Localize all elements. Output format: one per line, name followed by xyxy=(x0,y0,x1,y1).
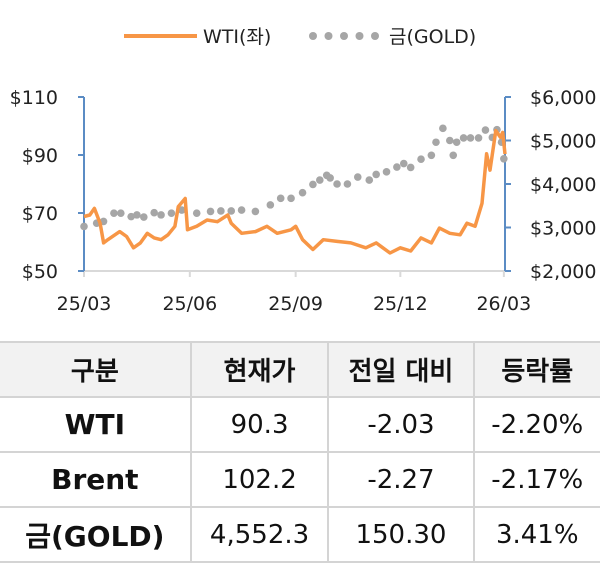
gold-point xyxy=(452,138,461,147)
gold-point xyxy=(353,173,362,181)
price-table: 구분 현재가 전일 대비 등락률 WTI 90.3 -2.03 -2.20% B… xyxy=(0,341,600,563)
gold-point xyxy=(382,168,391,176)
x-tick-label: 25/03 xyxy=(57,293,112,315)
gold-point xyxy=(150,208,158,217)
left-tick-label: $110 xyxy=(10,87,58,109)
change: -2.27 xyxy=(327,451,475,508)
table-row: WTI 90.3 -2.03 -2.20% xyxy=(0,396,600,453)
gold-point xyxy=(393,163,401,171)
header-change: 전일 대비 xyxy=(327,341,475,398)
left-tick-label: $90 xyxy=(22,145,58,167)
gold-point xyxy=(287,194,295,203)
wti-series xyxy=(83,128,507,255)
gold-point xyxy=(406,163,415,172)
legend-gold-swatch xyxy=(309,32,379,40)
gold-point xyxy=(80,222,88,231)
right-tick-label: $5,000 xyxy=(530,131,596,153)
current-price: 102.2 xyxy=(189,451,330,508)
legend-wti-label: WTI(좌) xyxy=(203,26,271,48)
gold-point xyxy=(459,134,468,142)
legend-gold-label: 금(GOLD) xyxy=(389,26,476,48)
gold-point xyxy=(333,180,341,188)
right-tick-label: $6,000 xyxy=(530,87,596,109)
legend: WTI(좌) 금(GOLD) xyxy=(124,26,476,48)
current-price: 90.3 xyxy=(189,396,330,453)
x-tick-label: 25/06 xyxy=(162,293,217,315)
gold-series xyxy=(80,124,508,231)
gold-point xyxy=(117,209,125,217)
header-change-rate: 등락률 xyxy=(472,341,600,398)
row-label: 금(GOLD) xyxy=(0,506,192,563)
gold-point xyxy=(427,151,436,160)
table-row: 금(GOLD) 4,552.3 150.30 3.41% xyxy=(0,506,600,563)
gold-point xyxy=(227,207,236,215)
table-row: Brent 102.2 -2.27 -2.17% xyxy=(0,451,600,508)
left-tick-label: $70 xyxy=(22,203,58,225)
change-rate: -2.20% xyxy=(472,396,600,453)
gold-point xyxy=(343,180,352,188)
gold-point xyxy=(276,194,285,203)
gold-point xyxy=(481,126,490,134)
left-tick-label: $50 xyxy=(22,261,58,283)
change: 150.30 xyxy=(327,506,475,563)
gold-point xyxy=(298,188,307,197)
gold-point xyxy=(192,209,201,217)
gold-point xyxy=(474,134,483,142)
gold-point xyxy=(133,211,141,219)
gold-point xyxy=(500,154,508,163)
gold-point xyxy=(167,209,176,217)
legend-gold-dot xyxy=(340,32,348,40)
row-label: Brent xyxy=(0,451,192,508)
current-price: 4,552.3 xyxy=(189,506,330,563)
legend-gold-dot xyxy=(309,32,317,40)
price-chart: WTI(좌) 금(GOLD) 25/03 25/06 25/09 25/12 26/03… xyxy=(10,26,597,315)
gold-point xyxy=(177,206,186,214)
header-current-price: 현재가 xyxy=(189,341,330,398)
x-tick-label: 25/09 xyxy=(268,293,323,315)
gold-point xyxy=(316,176,324,184)
gold-point xyxy=(140,213,148,221)
gold-point xyxy=(157,211,165,219)
right-tick-label: $2,000 xyxy=(530,261,596,283)
table-header-row: 구분 현재가 전일 대비 등락률 xyxy=(0,341,600,398)
gold-point xyxy=(417,155,425,164)
gold-point xyxy=(266,201,275,209)
right-tick-label: $3,000 xyxy=(530,218,596,240)
gold-point xyxy=(466,134,475,142)
change-rate: -2.17% xyxy=(472,451,600,508)
gold-point xyxy=(206,207,215,216)
change: -2.03 xyxy=(327,396,475,453)
x-tick-label: 26/03 xyxy=(476,293,531,315)
legend-gold-dot xyxy=(371,32,379,40)
gold-point xyxy=(399,159,408,168)
wti-line xyxy=(83,128,507,255)
gold-point xyxy=(326,174,334,182)
gold-point xyxy=(365,176,374,184)
legend-gold-dot xyxy=(324,32,333,40)
legend-gold-dot xyxy=(355,32,364,40)
gold-point xyxy=(439,124,447,133)
gold-point xyxy=(449,151,458,160)
x-tick-label: 25/12 xyxy=(373,293,428,315)
gold-point xyxy=(445,136,454,145)
gold-point xyxy=(237,206,246,214)
gold-point xyxy=(372,170,380,179)
gold-point xyxy=(110,209,118,217)
row-label: WTI xyxy=(0,396,192,453)
gold-point xyxy=(251,207,260,216)
right-tick-label: $4,000 xyxy=(530,174,596,196)
gold-point xyxy=(309,180,317,189)
gold-point xyxy=(432,138,440,147)
header-category: 구분 xyxy=(0,341,192,398)
gold-point xyxy=(127,212,135,221)
gold-point xyxy=(217,207,225,215)
change-rate: 3.41% xyxy=(472,506,600,563)
